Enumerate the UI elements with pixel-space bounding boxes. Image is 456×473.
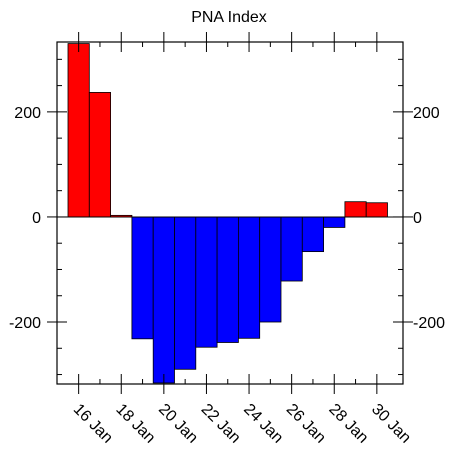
- bar-29-jan: [344, 201, 367, 218]
- y-tick-label-right: 0: [413, 210, 422, 227]
- bar-27-jan: [301, 216, 324, 253]
- y-tick-label-left: -200: [9, 315, 41, 332]
- x-tick-label: 20 Jan: [155, 401, 201, 447]
- bar-16-jan: [67, 43, 90, 218]
- bar-28-jan: [323, 216, 346, 228]
- x-tick-label: 24 Jan: [240, 401, 286, 447]
- y-tick-label-right: 200: [413, 105, 440, 122]
- plot-frame: [56, 41, 404, 385]
- y-tick-label-right: -200: [413, 315, 445, 332]
- y-tick-label-left: 200: [14, 105, 41, 122]
- bar-19-jan: [131, 216, 154, 340]
- bar-24-jan: [237, 216, 261, 339]
- x-tick-label: 26 Jan: [283, 401, 329, 447]
- tick-marks: [47, 32, 413, 394]
- x-tick-label: 30 Jan: [368, 401, 414, 447]
- x-tick-label: 28 Jan: [325, 401, 371, 447]
- bar-30-jan: [365, 202, 388, 218]
- bar-21-jan: [174, 216, 197, 370]
- bar-25-jan: [259, 216, 282, 323]
- bar-22-jan: [195, 216, 218, 348]
- bar-group: [67, 43, 388, 384]
- y-axis-labels: -200 -200 0 0 200 200: [9, 105, 445, 332]
- y-tick-label-left: 0: [32, 210, 41, 227]
- chart-title: PNA Index: [191, 9, 267, 26]
- bar-17-jan: [88, 92, 112, 218]
- x-tick-label: 22 Jan: [198, 401, 244, 447]
- bar-20-jan: [152, 216, 175, 384]
- bar-26-jan: [280, 216, 303, 282]
- x-tick-label: 18 Jan: [112, 401, 158, 447]
- x-tick-label: 16 Jan: [70, 401, 116, 447]
- bar-23-jan: [216, 216, 239, 343]
